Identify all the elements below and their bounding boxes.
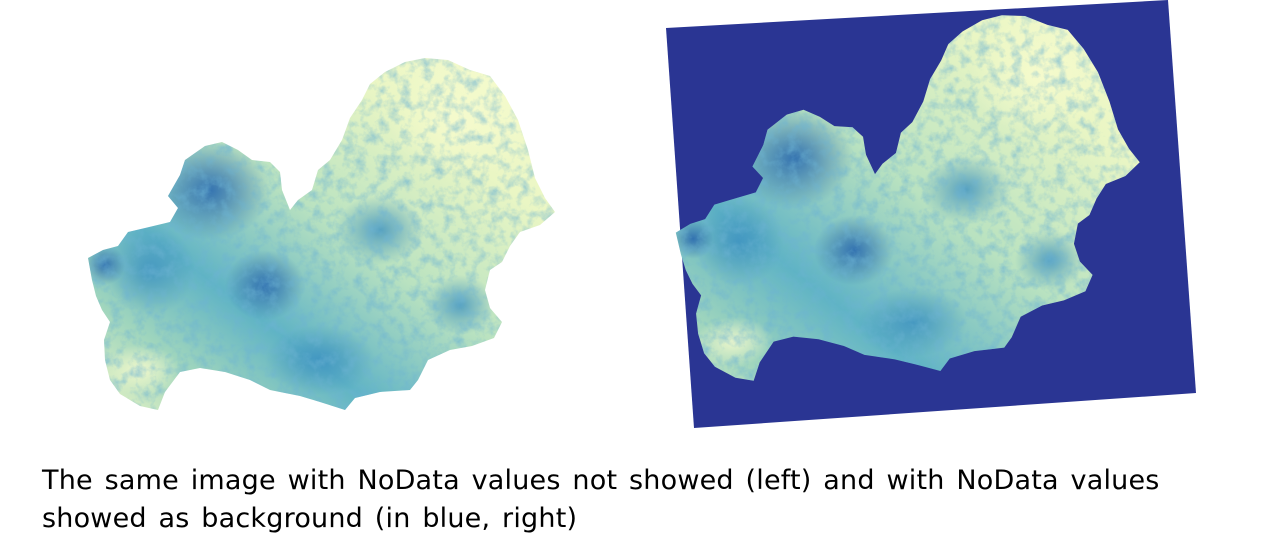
left-dem-map <box>88 58 555 410</box>
caption-line-2: showed as background (in blue, right) <box>42 503 578 534</box>
caption: The same image with NoData values not sh… <box>42 462 1267 538</box>
dem-maps <box>88 0 1196 428</box>
caption-line-1: The same image with NoData values not sh… <box>42 465 1160 496</box>
right-dem-map <box>665 0 1196 428</box>
